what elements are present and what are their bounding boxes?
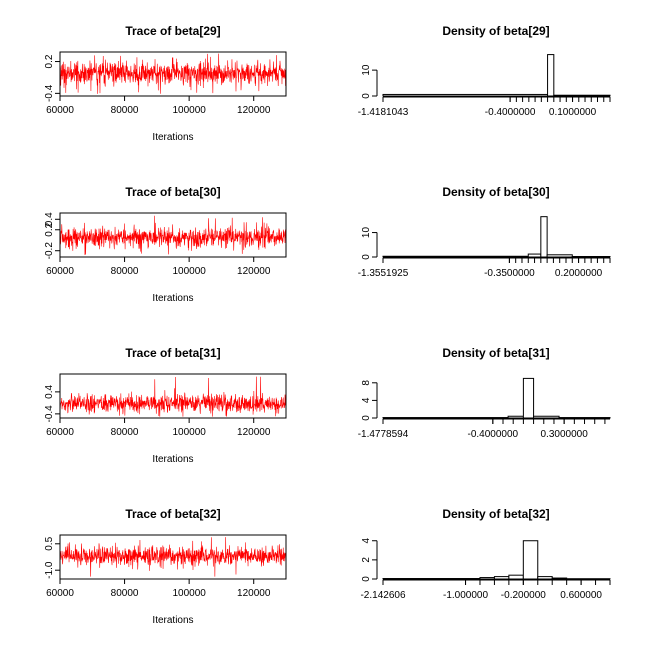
trace-series-line xyxy=(59,53,287,94)
trace-title: Trace of beta[29] xyxy=(125,24,220,38)
density-y-tick-label: 0 xyxy=(361,254,372,260)
density-bar xyxy=(479,577,495,580)
trace-x-axis-label: Iterations xyxy=(152,615,193,626)
density-y-tick-label: 8 xyxy=(361,380,372,386)
density-bar xyxy=(522,377,535,419)
density-x-tick-label: -2.142606 xyxy=(360,590,405,601)
trace-plot-frame xyxy=(59,51,287,97)
density-y-tick-label: 0 xyxy=(361,415,372,421)
trace-y-tick-label: 0.2 xyxy=(44,222,55,236)
density-plot-1: Density of beta[30] -1.3551925 -0.3500000 0… xyxy=(358,185,611,279)
trace-y-tick-label: 0.2 xyxy=(44,54,55,68)
density-x-tick-label: -0.4000000 xyxy=(485,107,536,118)
trace-x-tick-label: 100000 xyxy=(172,105,206,116)
density-bar xyxy=(533,415,560,419)
density-bar xyxy=(507,415,524,419)
trace-y-tick-label: -1.0 xyxy=(44,561,55,579)
trace-y-tick-label: -0.4 xyxy=(44,84,55,102)
trace-x-tick-label: 120000 xyxy=(237,105,271,116)
density-x-tick-label: -0.3500000 xyxy=(484,268,535,279)
trace-y-tick-label: -0.4 xyxy=(44,405,55,423)
density-plot-0: Density of beta[29] -1.4181043 -0.4000000 0… xyxy=(358,24,611,118)
trace-x-tick-label: 80000 xyxy=(111,588,139,599)
density-bar xyxy=(382,255,529,258)
density-bar xyxy=(546,254,573,258)
trace-x-tick-label: 100000 xyxy=(172,266,206,277)
trace-y-tick-label: 0.4 xyxy=(44,384,55,398)
density-y-tick-label: 2 xyxy=(361,557,372,563)
density-x-tick-label: 0.2000000 xyxy=(555,268,603,279)
trace-title: Trace of beta[30] xyxy=(125,185,220,199)
density-x-tick-label: 0.3000000 xyxy=(541,429,589,440)
trace-x-axis-label: Iterations xyxy=(152,293,193,304)
density-y-tick-label: 10 xyxy=(361,227,372,239)
density-bar xyxy=(537,576,553,580)
trace-plot-frame xyxy=(59,212,287,258)
density-x-tick-label: -1.4181043 xyxy=(358,107,409,118)
trace-x-axis-label: Iterations xyxy=(152,132,193,143)
trace-y-tick-label: 0.4 xyxy=(44,212,55,226)
density-x-tick-label: -0.4000000 xyxy=(468,429,519,440)
density-x-tick-label: -1.4778594 xyxy=(358,429,409,440)
trace-series-line xyxy=(59,376,287,417)
density-x-tick-label: 0.600000 xyxy=(560,590,602,601)
trace-plot-frame xyxy=(59,534,287,580)
density-bar xyxy=(527,253,542,258)
trace-plot-0: Trace of beta[29] 60000 80000 100000 120000 -… xyxy=(44,24,287,143)
density-title: Density of beta[30] xyxy=(442,185,549,199)
density-bar xyxy=(547,54,555,97)
density-plot-3: Density of beta[32] -2.142606 -1.000000 -0.… xyxy=(360,507,611,601)
density-bar xyxy=(493,576,510,580)
trace-x-tick-label: 80000 xyxy=(111,427,139,438)
density-x-tick-label: -0.200000 xyxy=(501,590,546,601)
density-y-tick-label: 10 xyxy=(361,64,372,76)
trace-x-axis-label: Iterations xyxy=(152,454,193,465)
trace-x-tick-label: 80000 xyxy=(111,105,139,116)
trace-series-line xyxy=(59,215,287,255)
trace-title: Trace of beta[31] xyxy=(125,346,220,360)
trace-plot-frame xyxy=(59,373,287,419)
trace-x-tick-label: 60000 xyxy=(46,105,74,116)
trace-x-tick-label: 60000 xyxy=(46,588,74,599)
density-bar xyxy=(382,93,549,97)
trace-plot-1: Trace of beta[30] 60000 80000 100000 120000 -… xyxy=(44,185,287,304)
trace-series-line xyxy=(59,537,287,577)
trace-title: Trace of beta[32] xyxy=(125,507,220,521)
density-bar xyxy=(551,577,568,580)
trace-plot-3: Trace of beta[32] 60000 80000 100000 120000 -… xyxy=(44,507,287,626)
trace-x-tick-label: 100000 xyxy=(172,588,206,599)
density-bar xyxy=(522,540,539,580)
density-title: Density of beta[32] xyxy=(442,507,549,521)
trace-x-tick-label: 80000 xyxy=(111,266,139,277)
density-x-tick-label: -1.000000 xyxy=(443,590,488,601)
density-y-tick-label: 4 xyxy=(361,538,372,544)
trace-x-tick-label: 120000 xyxy=(237,427,271,438)
trace-x-tick-label: 100000 xyxy=(172,427,206,438)
density-title: Density of beta[31] xyxy=(442,346,549,360)
density-x-tick-label: 0.1000000 xyxy=(549,107,597,118)
trace-plot-2: Trace of beta[31] 60000 80000 100000 120000 -… xyxy=(44,346,287,465)
density-y-tick-label: 0 xyxy=(361,576,372,582)
density-title: Density of beta[29] xyxy=(442,24,549,38)
density-bar xyxy=(508,574,524,580)
density-y-tick-label: 4 xyxy=(361,397,372,403)
density-plot-2: Density of beta[31] -1.4778594 -0.4000000 0… xyxy=(358,346,611,440)
density-bar xyxy=(553,94,611,97)
density-bar xyxy=(540,216,548,258)
trace-x-tick-label: 120000 xyxy=(237,266,271,277)
trace-y-tick-label: 0.5 xyxy=(44,536,55,550)
trace-x-tick-label: 120000 xyxy=(237,588,271,599)
trace-x-tick-label: 60000 xyxy=(46,427,74,438)
trace-x-tick-label: 60000 xyxy=(46,266,74,277)
density-y-tick-label: 0 xyxy=(361,93,372,99)
trace-y-tick-label: -0.2 xyxy=(44,242,55,260)
density-x-tick-label: -1.3551925 xyxy=(358,268,409,279)
